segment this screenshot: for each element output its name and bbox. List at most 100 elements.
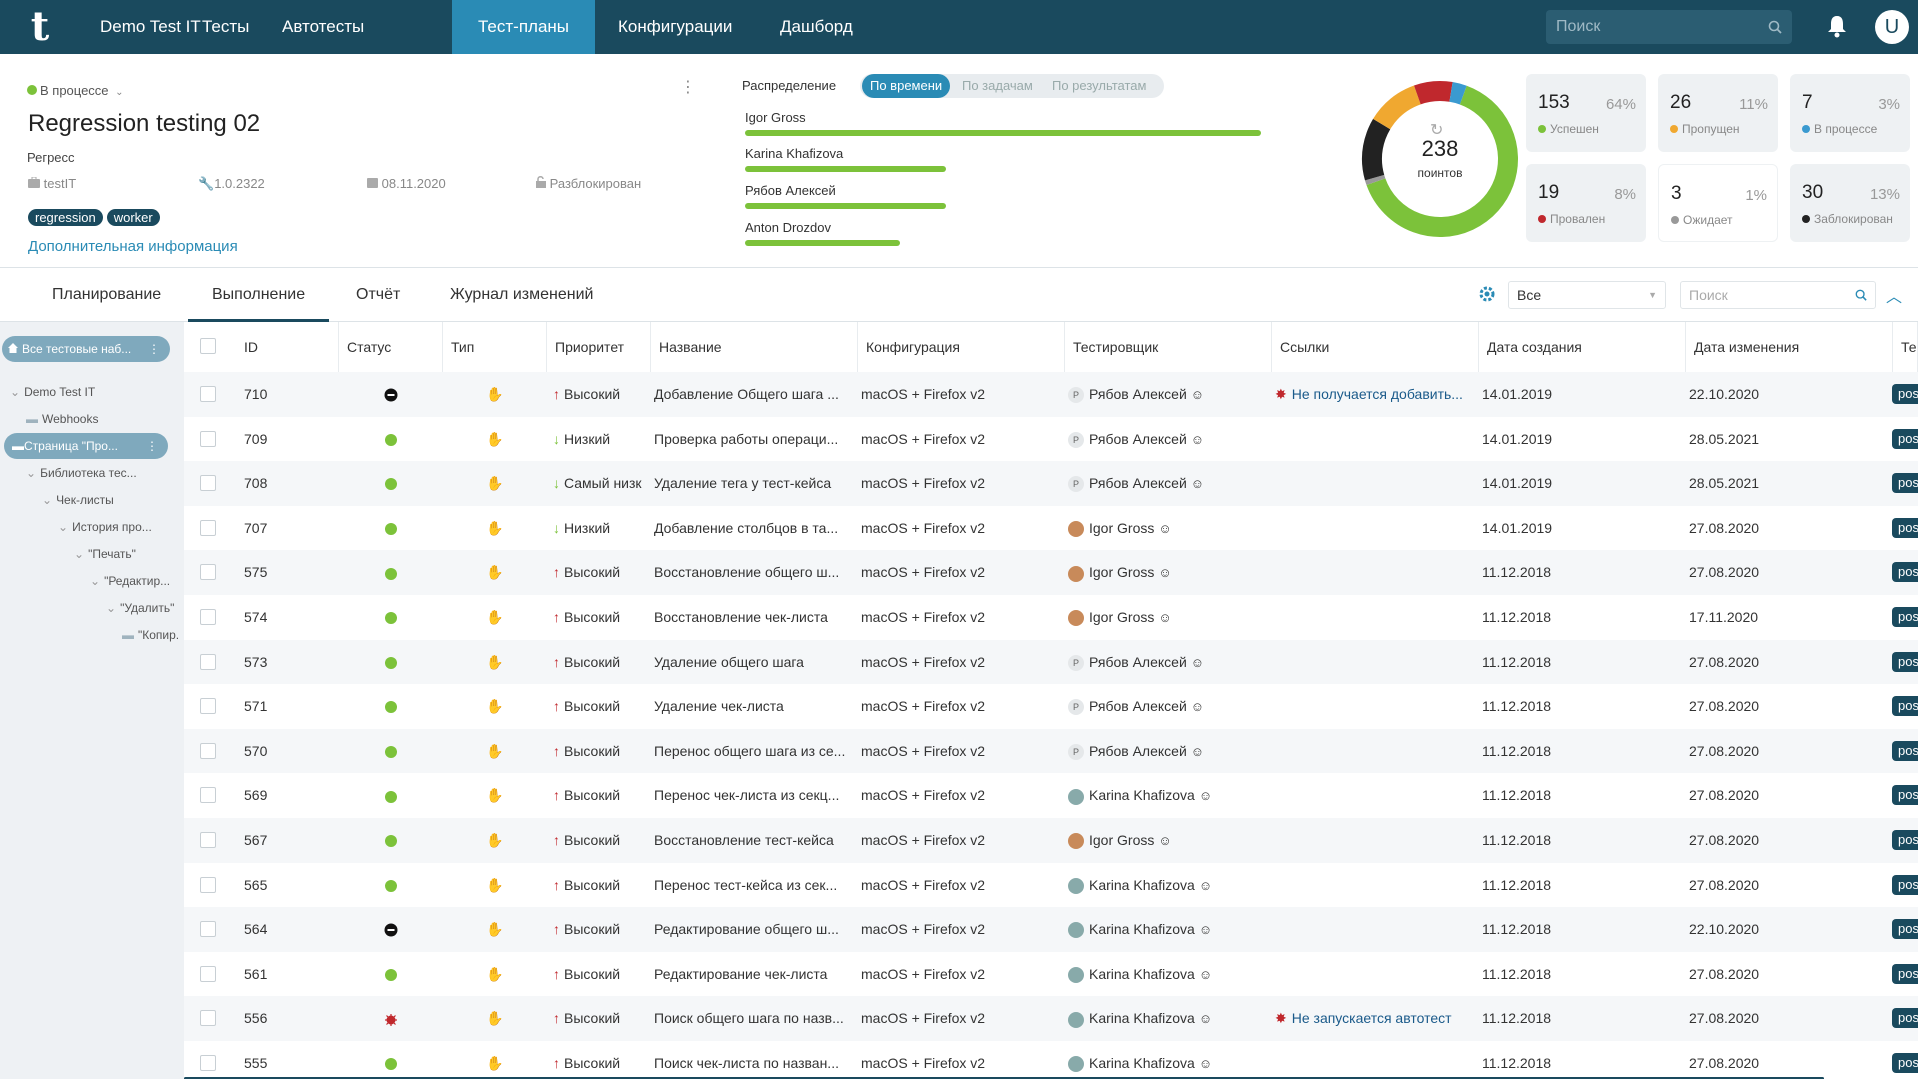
- row-name[interactable]: Поиск общего шага по назв...: [654, 1010, 844, 1027]
- row-tag[interactable]: pos: [1892, 517, 1918, 538]
- nav-autotests[interactable]: Автотесты: [282, 17, 365, 36]
- sidebar-item[interactable]: ⌄ Библиотека тес...: [26, 463, 178, 483]
- row-tag[interactable]: pos: [1892, 607, 1918, 627]
- row-tag[interactable]: pos: [1892, 696, 1918, 717]
- stat-card-blocked[interactable]: 30 13% Заблокирован: [1790, 164, 1910, 242]
- distribution-tab-by-tasks[interactable]: По задачам: [962, 78, 1033, 93]
- row-tag[interactable]: pos: [1892, 963, 1918, 984]
- table-row[interactable]: 561 ✋ ↑ Высокий Редактирование чек-листа macO…: [184, 952, 1918, 997]
- chevron-down-icon[interactable]: ⌄: [90, 574, 101, 588]
- plan-status-dropdown[interactable]: В процессе ⌄: [27, 83, 124, 98]
- sidebar-item[interactable]: ⌄ "Удалить": [106, 598, 178, 618]
- row-name[interactable]: Удаление общего шага: [654, 653, 804, 670]
- row-name[interactable]: Редактирование чек-листа: [654, 965, 828, 982]
- table-search-input[interactable]: Поиск: [1680, 281, 1876, 309]
- tab-planning[interactable]: Планирование: [52, 286, 162, 303]
- stat-card-failed[interactable]: 19 8% Провален: [1526, 164, 1646, 242]
- table-row[interactable]: 709 ✋ ↓ Низкий Проверка работы операци... mac…: [184, 417, 1918, 462]
- chevron-down-icon[interactable]: ⌄: [58, 520, 69, 534]
- row-tag[interactable]: pos: [1892, 1053, 1918, 1073]
- chevron-down-icon[interactable]: ⌄: [74, 547, 85, 561]
- row-tag[interactable]: pos: [1892, 428, 1918, 449]
- column-header[interactable]: Конфигурация: [858, 322, 1065, 372]
- table-row[interactable]: 556 ✋ ↑ Высокий Поиск общего шага по назв...…: [184, 996, 1918, 1041]
- table-row[interactable]: 571 ✋ ↑ Высокий Удаление чек-листа macOS + Fi…: [184, 684, 1918, 729]
- row-tag[interactable]: pos: [1892, 651, 1918, 672]
- stat-card-in-progress[interactable]: 7 3% В процессе: [1790, 74, 1910, 152]
- row-name[interactable]: Перенос общего шага из се...: [654, 742, 846, 759]
- refresh-icon[interactable]: ↻: [1430, 122, 1444, 139]
- column-header[interactable]: Тип: [443, 322, 547, 372]
- sidebar-item[interactable]: ⌄ "Редактир...: [90, 571, 178, 591]
- table-row[interactable]: 570 ✋ ↑ Высокий Перенос общего шага из се...…: [184, 728, 1918, 774]
- tab-changelog[interactable]: Журнал изменений: [450, 286, 594, 303]
- row-checkbox[interactable]: [200, 653, 216, 670]
- row-checkbox[interactable]: [200, 519, 216, 536]
- row-name[interactable]: Поиск чек-листа по назван...: [654, 1055, 839, 1071]
- table-row[interactable]: 573 ✋ ↑ Высокий Удаление общего шага macOS + …: [184, 639, 1918, 685]
- column-header[interactable]: ID: [236, 322, 339, 372]
- row-checkbox[interactable]: [200, 742, 216, 759]
- row-name[interactable]: Добавление Общего шага ...: [654, 386, 839, 402]
- nav-test-plans[interactable]: Тест-планы: [452, 0, 596, 54]
- row-tag[interactable]: pos: [1892, 830, 1918, 850]
- row-checkbox[interactable]: [200, 787, 216, 804]
- sidebar-item[interactable]: ▬ "Копир...: [122, 625, 178, 645]
- row-tag[interactable]: pos: [1892, 1008, 1918, 1029]
- notifications-bell-icon[interactable]: [1826, 14, 1848, 38]
- collapse-header-icon[interactable]: ︿: [1886, 289, 1903, 306]
- horizontal-scrollbar[interactable]: [184, 1077, 1824, 1079]
- stat-card-waiting[interactable]: 3 1% Ожидает: [1658, 164, 1778, 242]
- row-name[interactable]: Перенос чек-листа из секц...: [654, 787, 840, 804]
- sidebar-root-all-suites[interactable]: Все тестовые наб... ⋮: [2, 336, 170, 362]
- table-row[interactable]: 708 ✋ ↓ Самый низк Удаление тега у тест-кейс…: [184, 461, 1918, 506]
- defect-link[interactable]: Не запускается автотест: [1291, 1010, 1452, 1027]
- distribution-tab-by-time[interactable]: По времени: [862, 74, 951, 98]
- tab-execution[interactable]: Выполнение: [188, 268, 330, 322]
- table-row[interactable]: 707 ✋ ↓ Низкий Добавление столбцов в та... ma…: [184, 506, 1918, 551]
- row-name[interactable]: Проверка работы операци...: [654, 430, 839, 447]
- row-tag[interactable]: pos: [1892, 473, 1918, 494]
- row-tag[interactable]: pos: [1892, 874, 1918, 895]
- more-options-icon[interactable]: ⋮: [680, 79, 696, 96]
- column-header[interactable]: Дата создания: [1479, 322, 1686, 372]
- row-checkbox[interactable]: [200, 698, 216, 715]
- stat-card-skipped[interactable]: 26 11% Пропущен: [1658, 74, 1778, 152]
- row-name[interactable]: Восстановление тест-кейса: [654, 832, 834, 848]
- distribution-tab-by-results[interactable]: По результатам: [1052, 78, 1147, 93]
- app-logo[interactable]: t: [30, 3, 50, 50]
- table-row[interactable]: 555 ✋ ↑ Высокий Поиск чек-листа по назван...…: [184, 1041, 1918, 1079]
- table-row[interactable]: 575 ✋ ↑ Высокий Восстановление общего ш... ma…: [184, 550, 1918, 595]
- stat-card-passed[interactable]: 153 64% Успешен: [1526, 74, 1646, 152]
- row-name[interactable]: Восстановление чек-листа: [654, 609, 828, 625]
- more-info-link[interactable]: Дополнительная информация: [28, 238, 238, 255]
- column-header[interactable]: Название: [651, 322, 858, 372]
- row-checkbox[interactable]: [200, 564, 216, 581]
- sidebar-item[interactable]: ⌄ История про...: [58, 517, 178, 537]
- sidebar-item[interactable]: ⌄ Чек-листы: [42, 490, 178, 510]
- table-row[interactable]: 564 ✋ ↑ Высокий Редактирование общего ш... ma…: [184, 907, 1918, 952]
- row-checkbox[interactable]: [200, 1010, 216, 1027]
- chevron-down-icon[interactable]: ⌄: [42, 493, 53, 507]
- row-checkbox[interactable]: [200, 386, 216, 402]
- settings-gear-icon[interactable]: [1478, 285, 1496, 306]
- row-checkbox[interactable]: [200, 965, 216, 982]
- table-row[interactable]: 565 ✋ ↑ Высокий Перенос тест-кейса из сек...…: [184, 863, 1918, 908]
- tab-report[interactable]: Отчёт: [356, 286, 401, 303]
- sidebar-item[interactable]: ⌄ "Печать": [74, 544, 178, 564]
- user-avatar[interactable]: U: [1875, 10, 1909, 44]
- global-search-input[interactable]: Поиск: [1546, 10, 1792, 44]
- tag-worker[interactable]: worker: [106, 209, 160, 226]
- chevron-down-icon[interactable]: ⌄: [10, 385, 21, 399]
- nav-tests[interactable]: Тесты: [202, 17, 250, 36]
- more-options-icon[interactable]: ⋮: [146, 439, 158, 453]
- row-checkbox[interactable]: [200, 609, 216, 625]
- column-header[interactable]: Тег: [1893, 322, 1918, 372]
- row-name[interactable]: Добавление столбцов в та...: [654, 519, 839, 536]
- more-options-icon[interactable]: ⋮: [148, 342, 160, 356]
- sidebar-item[interactable]: ⌄ Demo Test IT: [10, 382, 178, 402]
- column-header[interactable]: Ссылки: [1272, 322, 1479, 372]
- chevron-down-icon[interactable]: ⌄: [26, 466, 37, 480]
- defect-link[interactable]: Не получается добавить...: [1291, 386, 1463, 402]
- table-row[interactable]: 710 ✋ ↑ Высокий Добавление Общего шага ... ma…: [184, 372, 1918, 417]
